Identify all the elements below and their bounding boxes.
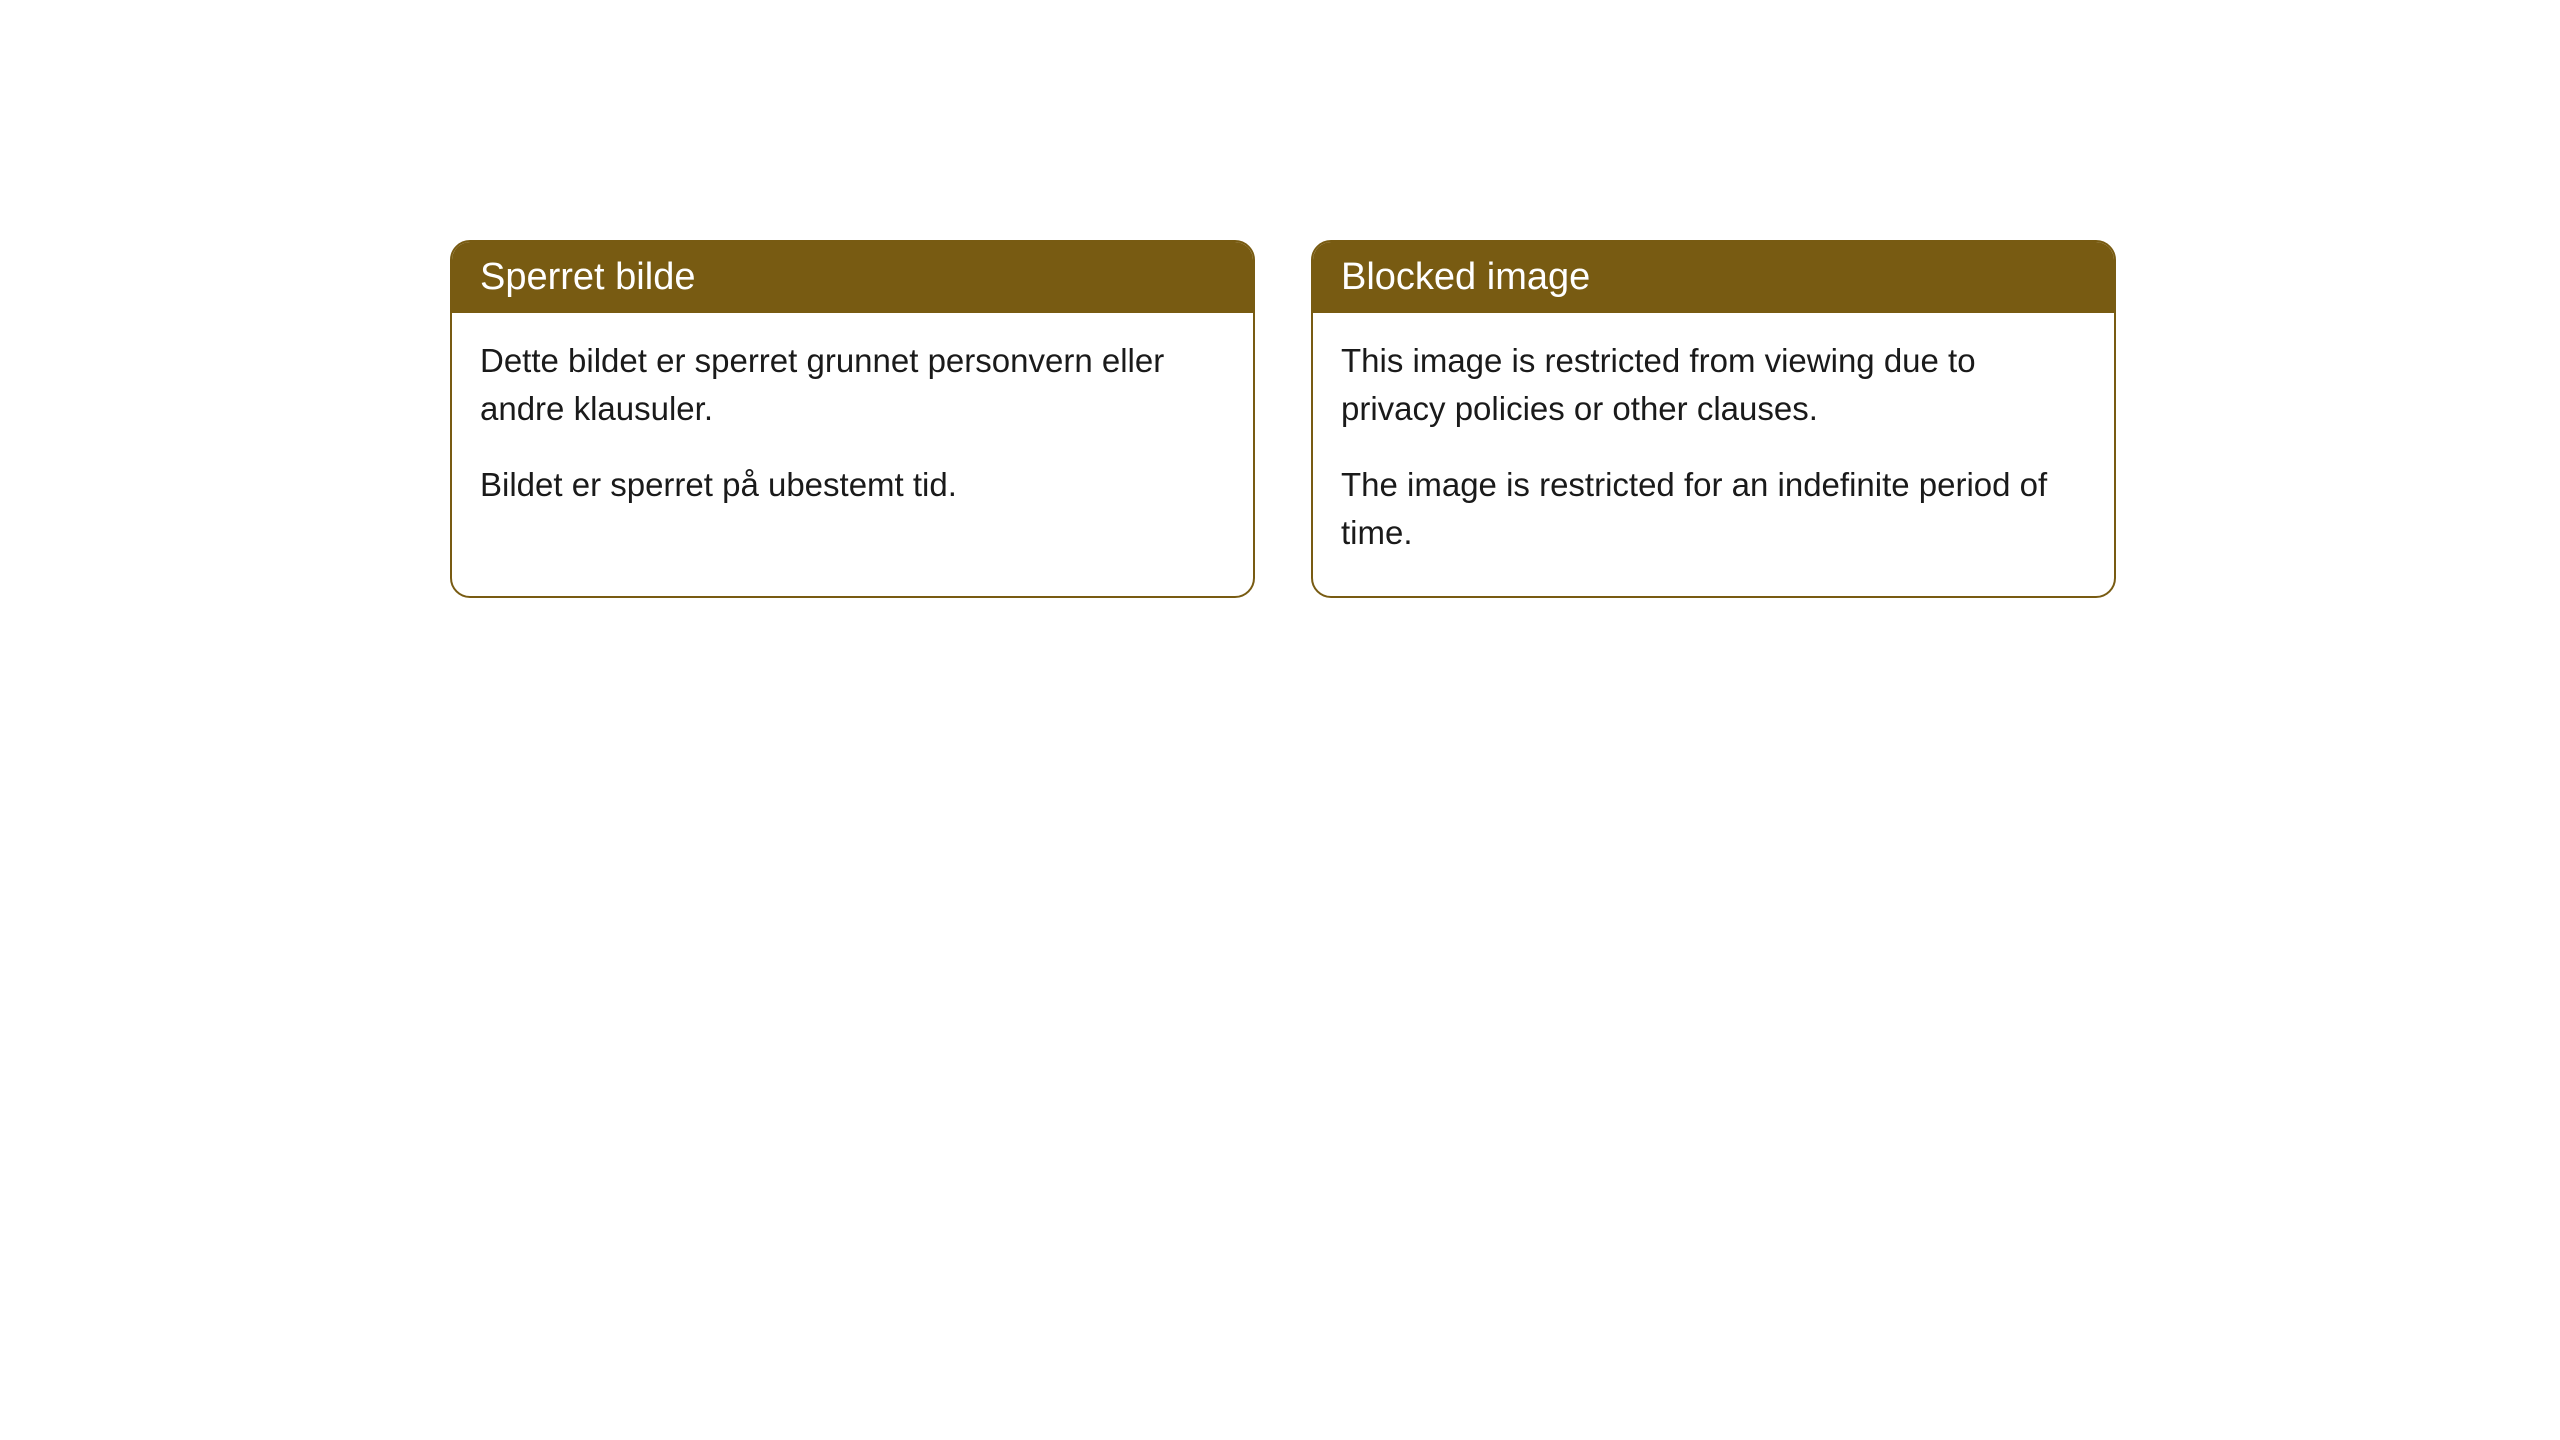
- notice-paragraph: Dette bildet er sperret grunnet personve…: [480, 337, 1225, 433]
- notice-paragraph: The image is restricted for an indefinit…: [1341, 461, 2086, 557]
- notice-body: This image is restricted from viewing du…: [1313, 313, 2114, 596]
- notice-title: Sperret bilde: [480, 256, 695, 298]
- notice-container: Sperret bilde Dette bildet er sperret gr…: [0, 0, 2560, 598]
- notice-card-norwegian: Sperret bilde Dette bildet er sperret gr…: [450, 240, 1255, 598]
- notice-paragraph: This image is restricted from viewing du…: [1341, 337, 2086, 433]
- notice-title: Blocked image: [1341, 256, 1590, 298]
- notice-paragraph: Bildet er sperret på ubestemt tid.: [480, 461, 1225, 509]
- notice-card-english: Blocked image This image is restricted f…: [1311, 240, 2116, 598]
- notice-header: Sperret bilde: [452, 242, 1253, 313]
- notice-header: Blocked image: [1313, 242, 2114, 313]
- notice-body: Dette bildet er sperret grunnet personve…: [452, 313, 1253, 549]
